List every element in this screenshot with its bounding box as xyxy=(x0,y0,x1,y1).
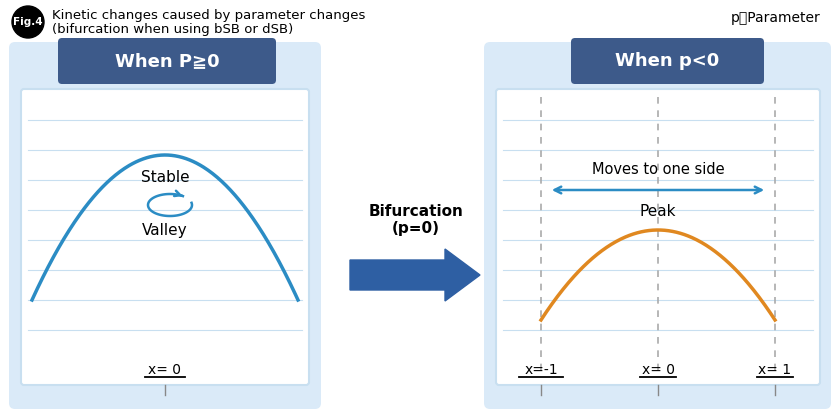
FancyBboxPatch shape xyxy=(571,38,764,84)
Text: Valley: Valley xyxy=(142,223,188,237)
FancyBboxPatch shape xyxy=(58,38,276,84)
Circle shape xyxy=(12,6,44,38)
Text: x=-1: x=-1 xyxy=(524,363,558,377)
Text: x= 1: x= 1 xyxy=(759,363,791,377)
Text: p：Parameter: p：Parameter xyxy=(730,11,820,25)
FancyArrow shape xyxy=(350,249,480,301)
FancyBboxPatch shape xyxy=(496,89,820,385)
Text: (bifurcation when using bSB or dSB): (bifurcation when using bSB or dSB) xyxy=(52,24,293,37)
Text: When P≧0: When P≧0 xyxy=(115,52,219,70)
Text: Stable: Stable xyxy=(140,171,189,186)
FancyBboxPatch shape xyxy=(484,42,831,409)
Text: x= 0: x= 0 xyxy=(149,363,181,377)
Text: x= 0: x= 0 xyxy=(642,363,675,377)
FancyBboxPatch shape xyxy=(9,42,321,409)
Text: Bifurcation
(p=0): Bifurcation (p=0) xyxy=(369,204,464,236)
Text: Peak: Peak xyxy=(640,205,676,220)
Text: Fig.4: Fig.4 xyxy=(13,17,43,27)
Text: When p<0: When p<0 xyxy=(616,52,720,70)
FancyBboxPatch shape xyxy=(21,89,309,385)
Text: Moves to one side: Moves to one side xyxy=(591,163,724,178)
Text: Kinetic changes caused by parameter changes: Kinetic changes caused by parameter chan… xyxy=(52,10,365,23)
